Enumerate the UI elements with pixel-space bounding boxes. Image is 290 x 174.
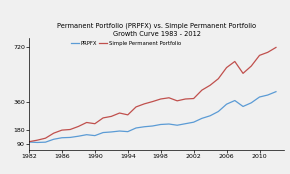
Simple Permanent Portfolio (110, 115, 113, 117)
PRPFX (85, 134, 88, 136)
Simple Permanent Portfolio (241, 72, 245, 74)
PRPFX (142, 126, 146, 128)
PRPFX (274, 91, 278, 93)
Simple Permanent Portfolio (258, 54, 261, 56)
Simple Permanent Portfolio (233, 60, 237, 62)
PRPFX (217, 110, 220, 113)
Simple Permanent Portfolio (142, 103, 146, 105)
Simple Permanent Portfolio (217, 78, 220, 80)
Simple Permanent Portfolio (167, 97, 171, 99)
Simple Permanent Portfolio (85, 121, 88, 124)
Simple Permanent Portfolio (274, 46, 278, 49)
PRPFX (167, 123, 171, 125)
PRPFX (110, 131, 113, 133)
PRPFX (52, 138, 55, 140)
Simple Permanent Portfolio (159, 98, 162, 100)
PRPFX (258, 96, 261, 98)
Simple Permanent Portfolio (126, 114, 130, 116)
Simple Permanent Portfolio (192, 97, 195, 100)
Simple Permanent Portfolio (151, 101, 154, 103)
PRPFX (27, 141, 31, 143)
Simple Permanent Portfolio (209, 84, 212, 86)
PRPFX (77, 135, 80, 137)
Simple Permanent Portfolio (44, 137, 47, 139)
Line: Simple Permanent Portfolio: Simple Permanent Portfolio (29, 48, 276, 142)
PRPFX (266, 94, 269, 96)
PRPFX (101, 132, 105, 134)
PRPFX (249, 102, 253, 104)
PRPFX (175, 124, 179, 126)
PRPFX (44, 141, 47, 143)
Simple Permanent Portfolio (266, 51, 269, 53)
Title: Permanent Portfolio (PRPFX) vs. Simple Permanent Portfolio
Growth Curve 1983 - 2: Permanent Portfolio (PRPFX) vs. Simple P… (57, 22, 256, 37)
PRPFX (209, 115, 212, 117)
PRPFX (134, 127, 138, 129)
PRPFX (35, 141, 39, 144)
Simple Permanent Portfolio (68, 128, 72, 130)
Legend: PRPFX, Simple Permanent Portfolio: PRPFX, Simple Permanent Portfolio (71, 41, 181, 46)
Simple Permanent Portfolio (52, 132, 55, 134)
Simple Permanent Portfolio (93, 123, 97, 125)
Simple Permanent Portfolio (249, 65, 253, 67)
PRPFX (151, 125, 154, 127)
Simple Permanent Portfolio (77, 125, 80, 128)
Simple Permanent Portfolio (225, 66, 228, 69)
Simple Permanent Portfolio (27, 141, 31, 143)
PRPFX (225, 103, 228, 105)
Simple Permanent Portfolio (60, 129, 64, 131)
PRPFX (93, 135, 97, 137)
PRPFX (159, 123, 162, 125)
PRPFX (184, 123, 187, 125)
PRPFX (60, 137, 64, 139)
Line: PRPFX: PRPFX (29, 92, 276, 143)
PRPFX (118, 130, 121, 132)
PRPFX (126, 131, 130, 133)
Simple Permanent Portfolio (184, 98, 187, 100)
PRPFX (200, 117, 204, 119)
PRPFX (192, 121, 195, 123)
Simple Permanent Portfolio (200, 89, 204, 91)
Simple Permanent Portfolio (175, 100, 179, 102)
PRPFX (233, 100, 237, 102)
Simple Permanent Portfolio (118, 112, 121, 114)
PRPFX (68, 136, 72, 139)
Simple Permanent Portfolio (35, 139, 39, 141)
Simple Permanent Portfolio (101, 117, 105, 119)
Simple Permanent Portfolio (134, 106, 138, 108)
PRPFX (241, 105, 245, 108)
